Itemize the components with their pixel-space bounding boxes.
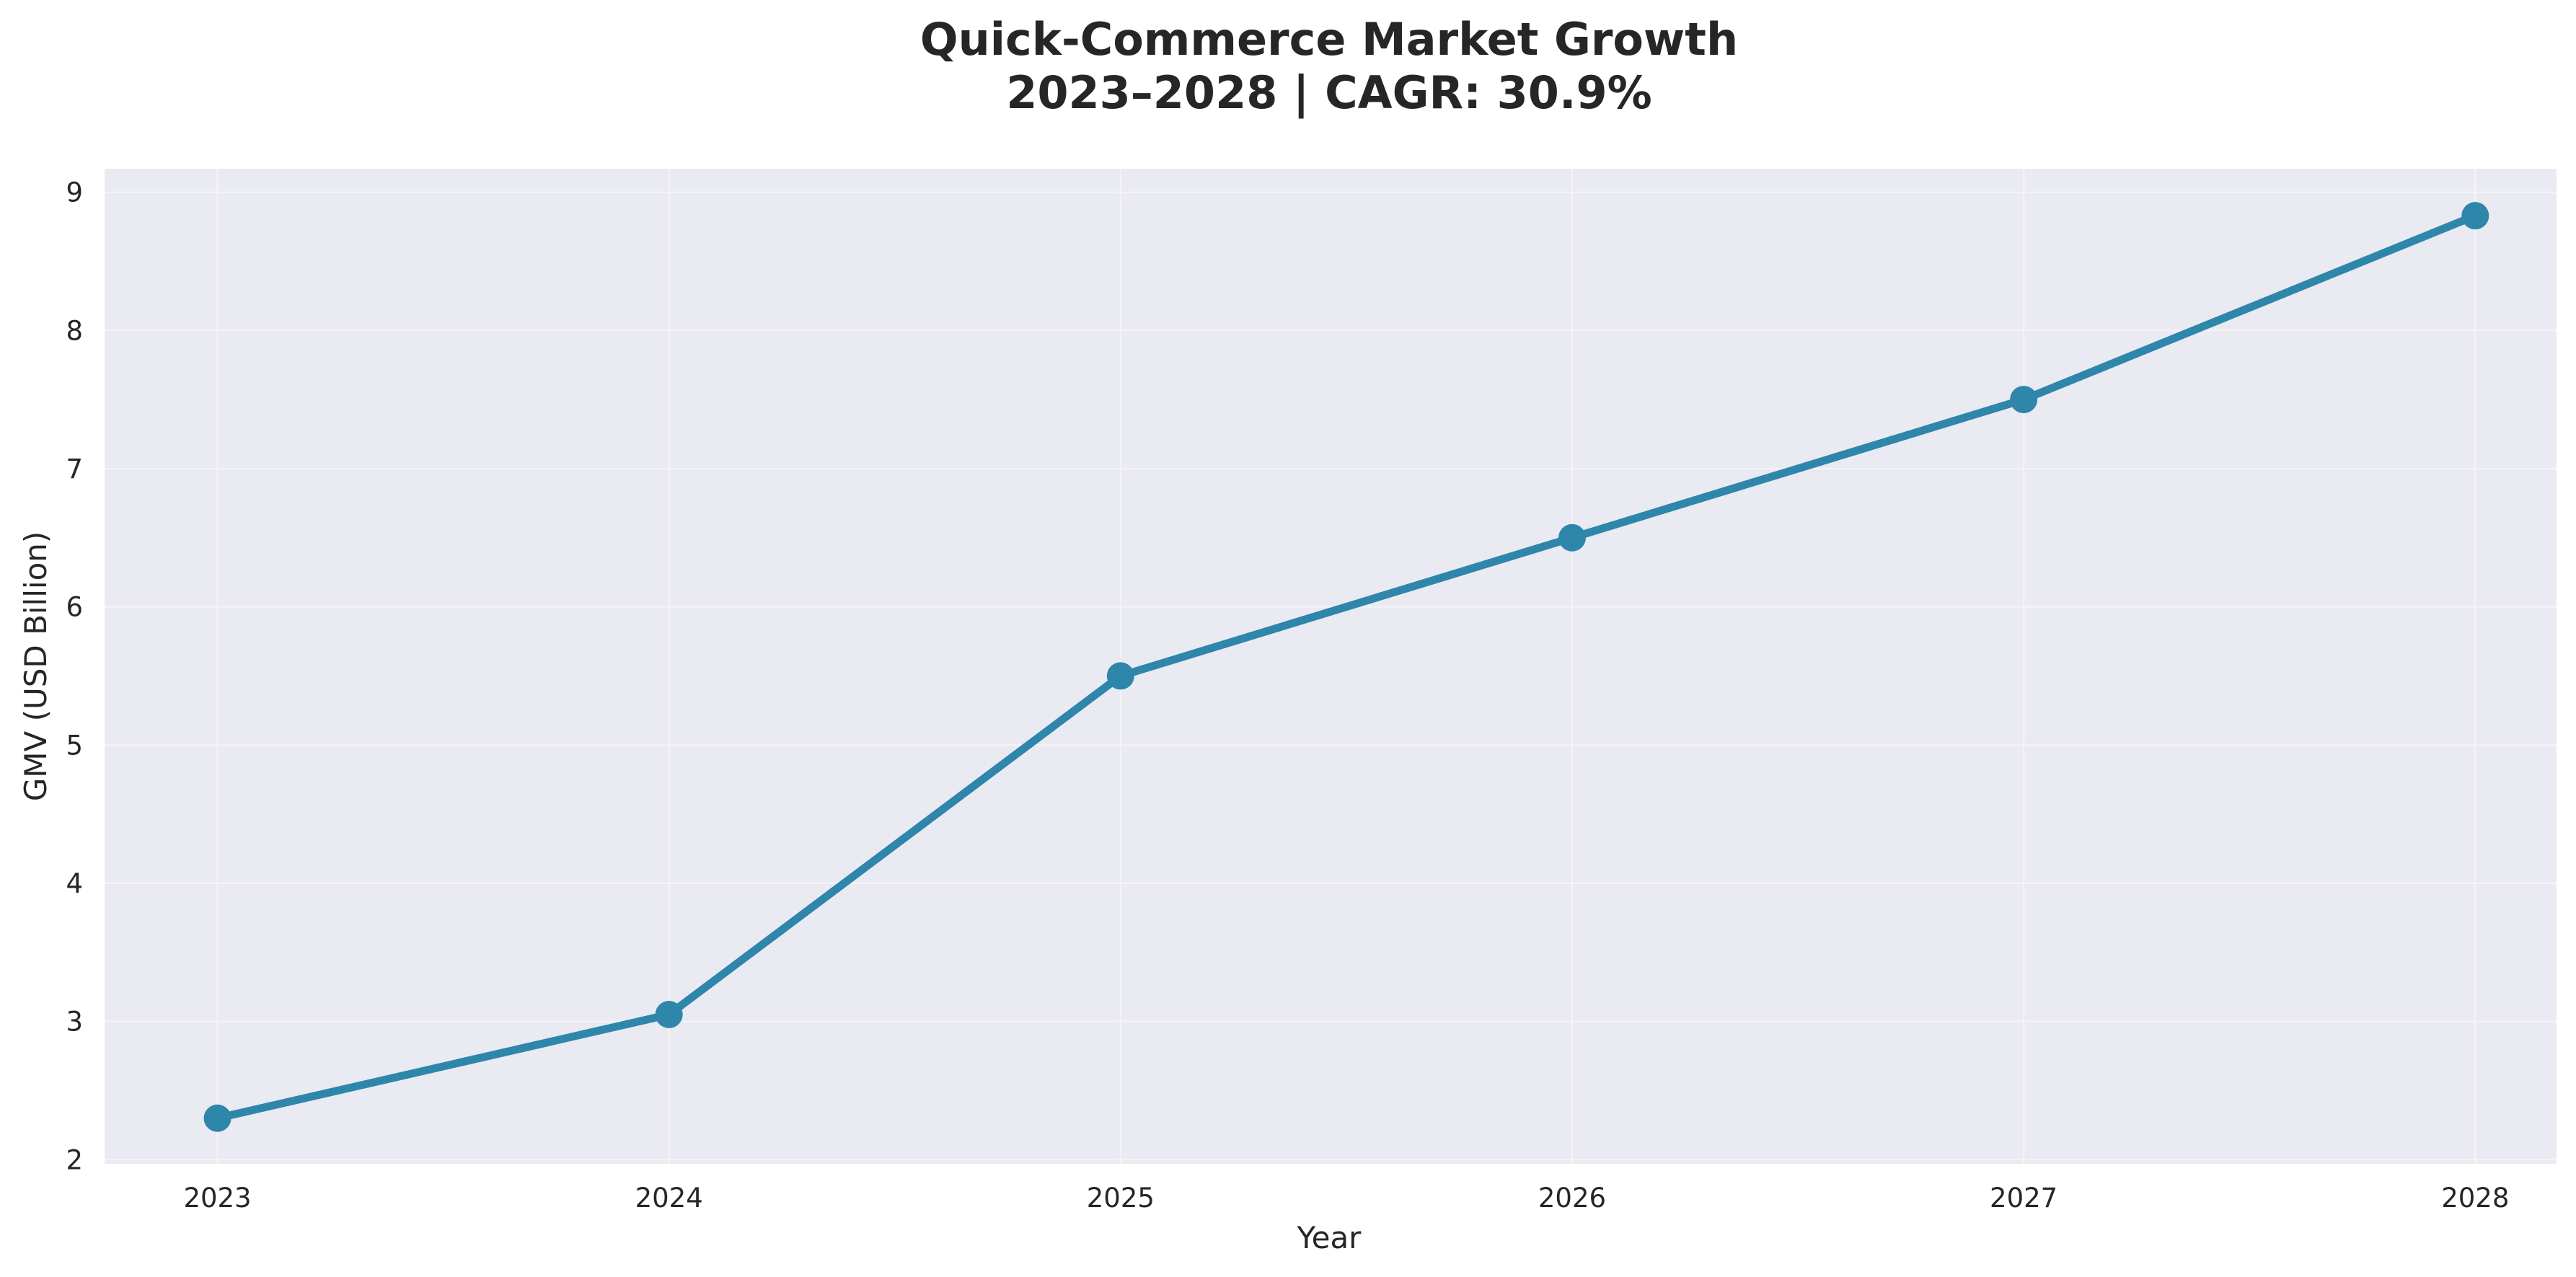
x-tick-label: 2024 [635,1183,703,1214]
data-point-marker [2010,386,2038,414]
x-tick-label: 2026 [1538,1183,1606,1214]
plot-area [105,169,2557,1164]
series-line [213,211,2479,1123]
y-axis-label: GMV (USD Billion) [18,531,53,802]
x-tick-label: 2025 [1087,1183,1155,1214]
y-tick-label: 3 [66,1007,83,1038]
data-point-marker [1558,523,1586,552]
data-point-marker [203,1104,231,1132]
data-point-marker [2461,202,2489,230]
chart-title-line-1: Quick-Commerce Market Growth [920,13,1738,66]
y-tick-label: 8 [66,315,83,346]
x-tick-labels: 2023 2024 2025 2026 2027 2028 [183,1183,2509,1214]
y-tick-label: 2 [66,1144,83,1175]
x-tick-label: 2028 [2441,1183,2509,1214]
y-tick-label: 9 [66,177,83,208]
grid-lines [105,169,2557,1164]
chart-title-line-2: 2023–2028 | CAGR: 30.9% [1006,66,1652,120]
y-tick-labels: 2 3 4 5 6 7 8 9 [66,177,83,1176]
series-layer [203,202,2489,1132]
y-tick-label: 5 [66,730,83,761]
x-axis-label: Year [1297,1220,1362,1255]
x-tick-label: 2027 [1990,1183,2057,1214]
y-tick-label: 7 [66,454,83,485]
x-tick-label: 2023 [183,1183,251,1214]
data-point-marker [655,1001,683,1028]
y-tick-label: 4 [66,868,83,899]
data-point-marker [1106,662,1134,690]
y-tick-label: 6 [66,592,83,623]
